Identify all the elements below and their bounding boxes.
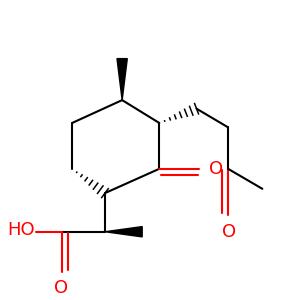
Polygon shape xyxy=(117,58,127,100)
Text: O: O xyxy=(209,160,224,178)
Text: HO: HO xyxy=(7,221,35,239)
Text: O: O xyxy=(222,223,236,241)
Polygon shape xyxy=(105,226,142,237)
Text: O: O xyxy=(54,279,68,297)
